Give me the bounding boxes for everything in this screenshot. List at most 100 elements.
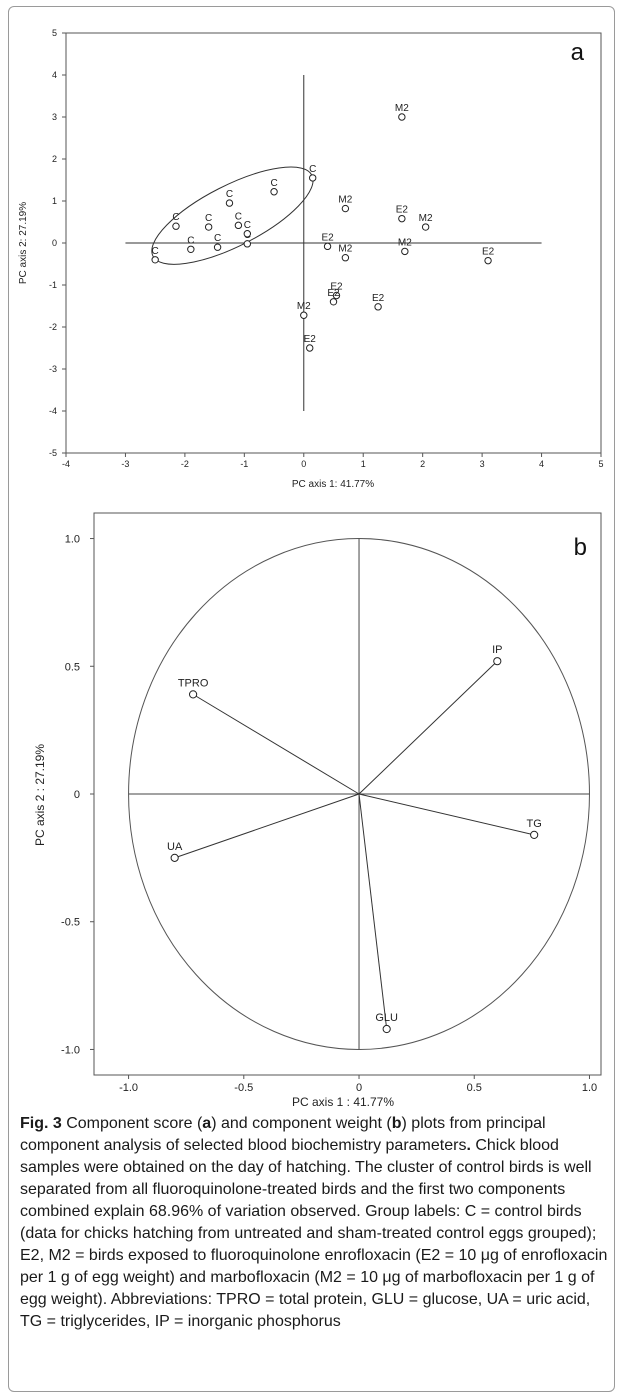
chart-b-vector-glu: GLU [358, 793, 398, 1034]
chart-a-point-marker [204, 223, 213, 231]
chart-a-point-label: C [270, 178, 277, 189]
chart-a-point-marker [306, 344, 314, 352]
chart-a-point-label: C [205, 213, 212, 224]
chart-a-x-tick-label: 1 [361, 459, 366, 469]
chart-a-y-tick-label: 2 [52, 154, 57, 164]
chart-b-y-tick-label: 1.0 [65, 534, 80, 546]
chart-b-vector-marker [170, 853, 179, 862]
chart-a-point-c: C [270, 178, 278, 196]
chart-a-y-tick-label: 3 [52, 112, 57, 122]
chart-a-point-c: C [308, 164, 317, 182]
chart-a-point-label: C [187, 235, 194, 246]
chart-b-y-ticks: 1.0 0.5 0 -0.5 -1.0 [61, 534, 94, 1056]
chart-a-point-label: E2 [321, 232, 334, 243]
chart-a-point-c: C [243, 220, 252, 238]
chart-b-vector-line [358, 793, 535, 836]
chart-a-point-marker [401, 247, 409, 256]
chart-b-vector-line [358, 793, 388, 1030]
chart-a-y-tick-label: -2 [49, 322, 57, 332]
caption-bold-a: a [202, 1115, 212, 1132]
chart-a-point-marker [341, 204, 350, 213]
chart-b-x-tick-label: 1.0 [582, 1082, 597, 1094]
chart-a-point-m2: M2 [419, 213, 433, 231]
chart-a-point-label: C [214, 233, 221, 244]
chart-a-point-marker [187, 245, 195, 254]
chart-a-x-tick-label: 0 [301, 459, 306, 469]
chart-a-point-label: C [152, 246, 159, 257]
chart-b-vector-ip: IP [358, 644, 502, 795]
chart-a-point-label: E2 [372, 293, 385, 304]
chart-a-point-label: C [244, 220, 251, 231]
chart-a-x-tick-label: 2 [420, 459, 425, 469]
chart-a-point-m2: M2 [297, 301, 311, 319]
chart-a-point-label: C [172, 212, 179, 223]
chart-a-point-label: M2 [297, 301, 311, 312]
caption-part-2: ) and component weight ( [211, 1115, 392, 1132]
chart-a-point-label: E2 [327, 288, 340, 299]
chart-a-points: CCCCCCCCCCCM2M2M2M2M2M2E2E2E2E2E2E2E2 [151, 103, 495, 352]
chart-a-point-marker [332, 291, 341, 300]
chart-a-point-e2: E2 [327, 288, 340, 306]
chart-a-point-marker [300, 311, 308, 319]
chart-b-y-tick-label: 0.5 [65, 661, 80, 673]
chart-a-point-label: M2 [395, 103, 409, 114]
chart-a-point-marker [270, 188, 278, 196]
chart-b-vector-label: UA [167, 841, 183, 853]
chart-a-point-marker [234, 221, 243, 230]
chart-b-vector-line [174, 793, 360, 859]
chart-b-vector-marker [188, 690, 198, 699]
chart-b-x-tick-label: 0 [356, 1082, 362, 1094]
chart-a-point-label: E2 [330, 282, 343, 293]
chart-a-point-label: C [226, 189, 233, 200]
chart-b-unit-circle [128, 538, 590, 1050]
chart-a-point-e2: E2 [321, 232, 334, 251]
chart-b-x-axis-label: PC axis 1 : 41.77% [292, 1095, 394, 1109]
chart-a-x-tick-label: -4 [62, 459, 70, 469]
chart-b-vector-line [192, 693, 360, 795]
chart-a-x-tick-label: 5 [598, 459, 603, 469]
chart-a-y-axis-label: PC axis 2: 27.19% [18, 202, 29, 284]
caption-fig-label: Fig. 3 [20, 1115, 62, 1132]
chart-a-point-label: M2 [338, 195, 352, 206]
chart-b-vectors: IP TPRO TG UA GLU [167, 644, 542, 1034]
chart-b-x-ticks: -1.0 -0.5 0 0.5 1.0 [119, 1075, 597, 1094]
caption-part-3: ) plots from principal component analysi… [20, 1115, 546, 1154]
chart-b-x-tick-label: -1.0 [119, 1082, 138, 1094]
chart-a-point-m2: M2 [338, 244, 353, 262]
chart-a-point-label: M2 [398, 237, 412, 248]
chart-a-point-marker [398, 113, 406, 121]
chart-a-point-e2: E2 [372, 293, 385, 311]
chart-a-point-label: C [235, 211, 242, 222]
chart-a-point-marker [421, 223, 430, 231]
chart-a-point-c: C [213, 233, 222, 251]
chart-a-y-tick-label: -1 [49, 280, 57, 290]
chart-b-x-tick-label: -0.5 [234, 1082, 253, 1094]
chart-a-point-e2: E2 [396, 205, 409, 223]
chart-b-vector-line [358, 660, 498, 795]
chart-a-x-tick-label: -1 [240, 459, 248, 469]
chart-b-vector-label: GLU [375, 1012, 398, 1024]
chart-a-point-marker [341, 254, 350, 262]
chart-a-y-tick-label: 1 [52, 196, 57, 206]
chart-a-point-marker [243, 230, 252, 238]
chart-a-point-c: C [204, 213, 213, 231]
caption-period: . [466, 1137, 471, 1154]
chart-a-point-c: C [151, 246, 159, 264]
chart-a-point-label: E2 [396, 205, 409, 216]
chart-a-point-label: M2 [419, 213, 433, 224]
chart-b-vector-label: IP [492, 644, 502, 656]
chart-a-point-label: M2 [338, 244, 352, 255]
chart-a-point-marker [243, 240, 252, 248]
chart-a-y-tick-label: 5 [52, 28, 57, 38]
chart-a-point-m2: M2 [338, 195, 353, 213]
chart-a-point-c: C [172, 212, 180, 230]
chart-a-point-e2: E2 [482, 247, 495, 265]
chart-a-point-marker [225, 199, 234, 207]
chart-a-point-marker [484, 256, 492, 265]
chart-b-y-tick-label: -1.0 [61, 1044, 80, 1056]
chart-a-point-label: C [309, 164, 316, 175]
chart-a-point-marker [172, 222, 180, 230]
caption-body: Chick blood samples were obtained on the… [20, 1137, 608, 1330]
